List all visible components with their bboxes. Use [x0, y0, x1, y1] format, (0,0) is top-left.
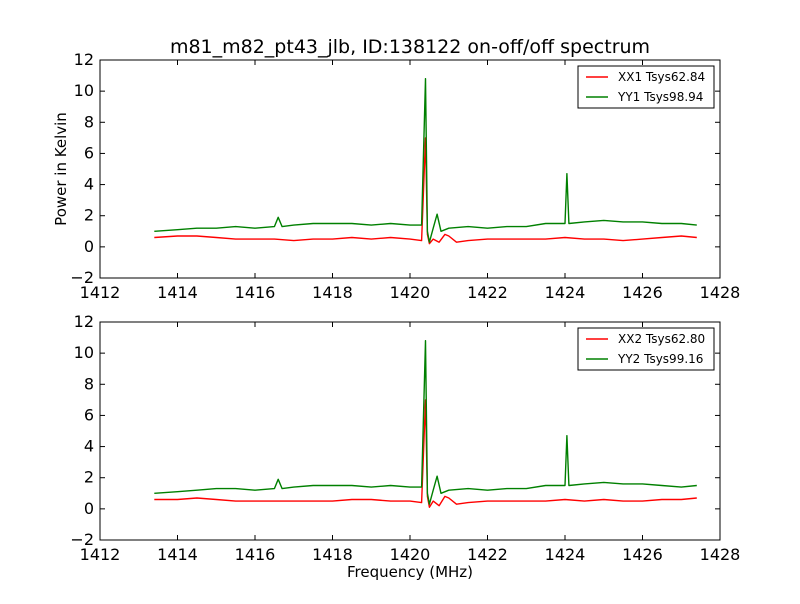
- legend-label: XX2 Tsys62.80: [618, 332, 705, 346]
- x-tick-label: 1424: [545, 545, 586, 564]
- y-tick-label: 8: [84, 112, 94, 131]
- y-tick-label: 8: [84, 374, 94, 393]
- x-axis-label: Frequency (MHz): [347, 563, 473, 581]
- series-line-1: [154, 399, 697, 508]
- legend-box: [577, 327, 715, 371]
- series-line-2: [154, 77, 697, 243]
- y-tick-label: 0: [84, 237, 94, 256]
- series-line-1: [154, 137, 697, 245]
- x-tick-label: 1422: [467, 283, 508, 302]
- y-tick-label: 4: [84, 175, 94, 194]
- x-tick-label: 1422: [467, 545, 508, 564]
- y-tick-label: 12: [74, 50, 94, 69]
- bottom-panel: 1412 1414 1416 1418 1420 1422 1424 1426 1428 −2 0 2…: [70, 312, 740, 564]
- y-tick-label: 6: [84, 405, 94, 424]
- x-tick-label: 1416: [235, 545, 276, 564]
- x-tick-label: 1414: [157, 283, 198, 302]
- legend-label: XX1 Tsys62.84: [618, 70, 705, 84]
- x-tick-label: 1418: [312, 283, 353, 302]
- x-tick-label: 1418: [312, 545, 353, 564]
- y-tick-label: 10: [74, 343, 94, 362]
- x-tick-label: 1428: [700, 283, 741, 302]
- x-tick-label: 1412: [80, 545, 121, 564]
- y-tick-label: −2: [70, 530, 94, 549]
- series-line-2: [154, 340, 697, 505]
- y-tick-label: 2: [84, 206, 94, 225]
- legend-label: YY1 Tsys98.94: [617, 90, 703, 104]
- x-tick-label: 1424: [545, 283, 586, 302]
- x-tick-label: 1426: [622, 283, 663, 302]
- chart-title: m81_m82_pt43_jlb, ID:138122 on-off/off s…: [170, 36, 650, 58]
- top-panel: 1412 1414 1416 1418 1420 1422 1424 1426 1428 −2 0 2…: [70, 50, 740, 302]
- x-tick-label: 1414: [157, 545, 198, 564]
- y-tick-label: 6: [84, 143, 94, 162]
- legend-box: [577, 65, 715, 109]
- x-tick-label: 1412: [80, 283, 121, 302]
- y-tick-label: −2: [70, 268, 94, 287]
- y-tick-label: 12: [74, 312, 94, 331]
- x-tick-label: 1420: [390, 545, 431, 564]
- x-tick-label: 1428: [700, 545, 741, 564]
- legend-label: YY2 Tsys99.16: [617, 352, 703, 366]
- y-tick-label: 10: [74, 81, 94, 100]
- y-tick-label: 4: [84, 437, 94, 456]
- y-tick-label: 2: [84, 468, 94, 487]
- x-tick-label: 1420: [390, 283, 431, 302]
- x-tick-label: 1416: [235, 283, 276, 302]
- x-tick-label: 1426: [622, 545, 663, 564]
- y-tick-label: 0: [84, 499, 94, 518]
- y-axis-label: Power in Kelvin: [52, 112, 70, 226]
